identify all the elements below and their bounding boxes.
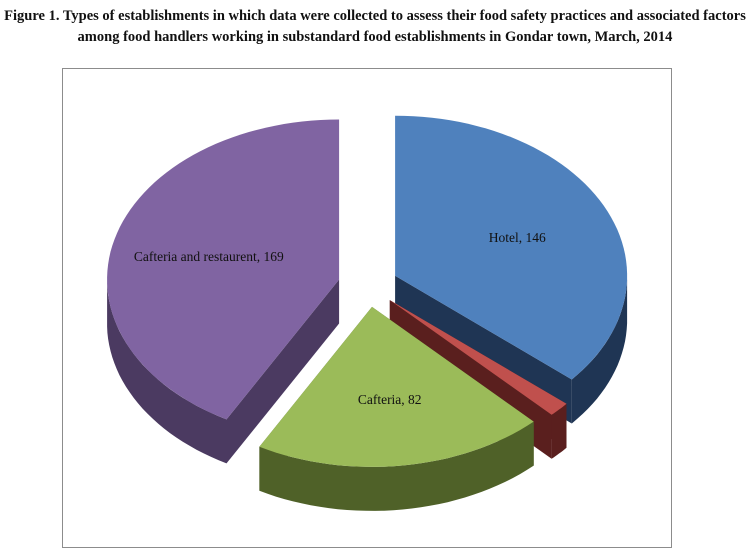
pie-slice-cafteria-and-restaurent — [107, 119, 340, 464]
pie-slice-side — [551, 403, 567, 459]
pie-slice-side — [571, 273, 628, 424]
data-label: Cafteria, 82 — [358, 392, 422, 407]
figure-caption: Figure 1. Types of establishments in whi… — [0, 6, 750, 48]
pie-slice-top — [389, 300, 567, 415]
pie-slice-top — [259, 306, 534, 467]
pie-slice-top — [107, 119, 340, 420]
pie-slice-top — [395, 115, 628, 380]
pie-slice-cafteria — [259, 306, 534, 511]
data-label: Hotel, 146 — [489, 230, 546, 245]
data-label: Cafteria and restaurent, 169 — [134, 249, 284, 264]
pie-slice-wall — [226, 279, 340, 464]
caption-line-2: among food handlers working in substanda… — [77, 29, 673, 45]
pie-slice-side — [107, 276, 227, 464]
caption-line-1: Figure 1. Types of establishments in whi… — [4, 8, 746, 24]
pie-slice-side — [259, 421, 534, 511]
